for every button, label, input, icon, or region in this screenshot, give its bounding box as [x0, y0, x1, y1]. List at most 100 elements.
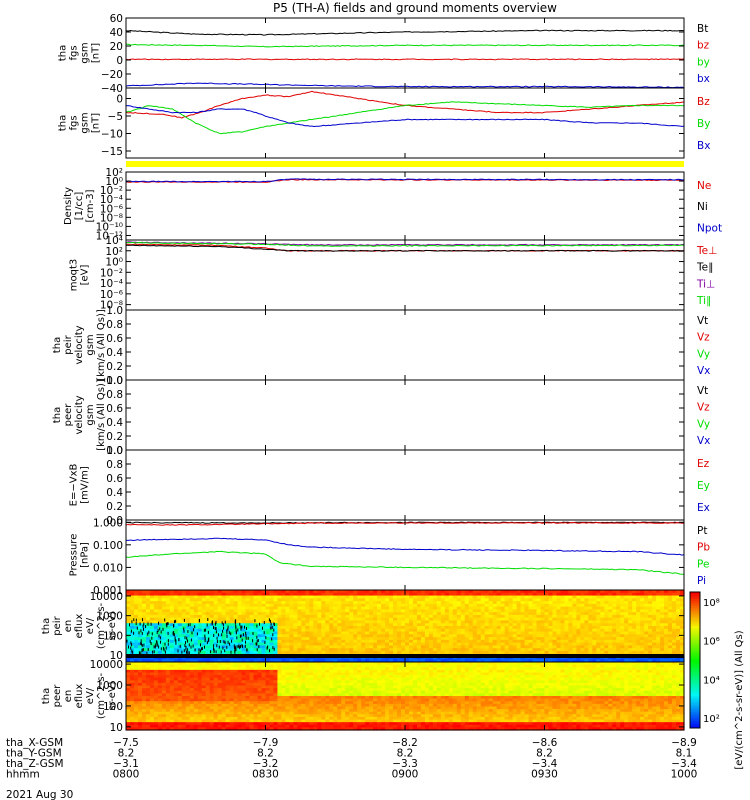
spectrogram-cell — [512, 606, 518, 610]
spectrogram-cell — [648, 645, 653, 649]
spectrogram-cell — [680, 634, 685, 638]
spectrogram-cell — [209, 645, 215, 649]
spectrogram-cell — [189, 675, 195, 679]
spectrogram-cell — [452, 623, 458, 627]
spectrogram-cell — [149, 634, 155, 638]
spectrogram-cell — [141, 606, 147, 610]
spectrogram-cell — [488, 659, 494, 663]
spectrogram-cell — [305, 631, 310, 635]
spectrogram-cell — [444, 623, 450, 627]
spectrogram-cell — [213, 598, 219, 602]
spectrogram-cell — [173, 590, 179, 594]
spectrogram-cell — [616, 601, 621, 605]
spectrogram-cell — [444, 645, 450, 649]
spectrogram-cell — [233, 706, 239, 710]
spectrogram-cell — [209, 642, 215, 646]
spectrogram-cell — [257, 617, 263, 622]
spectrogram-cell — [137, 603, 143, 608]
spectrogram-cell — [189, 645, 195, 649]
spectrogram-cell — [576, 612, 581, 616]
spectrogram-cell — [504, 626, 510, 630]
spectrogram-cell — [177, 716, 183, 721]
spectrogram-cell — [141, 598, 147, 602]
spectrogram-cell — [636, 612, 641, 616]
legend-entry: Pe — [697, 558, 709, 570]
spectrogram-cell — [588, 642, 593, 646]
spectrogram-cell — [181, 696, 187, 700]
spectrogram-cell — [632, 620, 637, 624]
spectrogram-cell — [528, 606, 534, 610]
spectrogram-cell — [528, 628, 534, 633]
spectrogram-cell — [177, 727, 183, 731]
spectrogram-cell — [201, 682, 207, 687]
spectrogram-cell — [564, 590, 570, 594]
spectrogram-cell — [676, 590, 681, 594]
spectrogram-cell — [444, 590, 450, 594]
spectrogram-cell — [532, 626, 538, 630]
spectrogram-cell — [668, 637, 673, 641]
spectrogram-cell — [129, 675, 135, 679]
spectrogram-cell — [349, 590, 354, 594]
spectrogram-cell — [596, 609, 601, 613]
spectrogram-cell — [416, 631, 422, 635]
spectrogram-cell — [620, 609, 625, 613]
spectrogram-cell — [353, 628, 358, 633]
spectrogram-cell — [277, 637, 283, 641]
spectrogram-cell — [221, 719, 227, 723]
spectrogram-cell — [197, 680, 203, 684]
spectrogram-cell — [556, 609, 562, 613]
spectrogram-cell — [161, 650, 167, 655]
spectrogram-cell — [261, 601, 267, 605]
spectrogram-cell — [468, 620, 474, 624]
spectrogram-cell — [185, 614, 191, 619]
y-tick-label: 10000 — [90, 591, 123, 603]
spectrogram-cell — [141, 662, 147, 666]
spectrogram-cell — [293, 626, 298, 630]
spectrogram-cell — [405, 650, 410, 655]
spectrogram-cell — [405, 639, 410, 644]
spectrogram-cell — [640, 650, 645, 655]
spectrogram-cell — [337, 590, 342, 594]
spectrogram-cell — [197, 703, 203, 708]
spectrogram-cell — [397, 609, 402, 613]
spectrogram-cell — [357, 634, 362, 638]
spectrogram-cell — [373, 626, 378, 630]
spectrogram-cell — [313, 659, 318, 663]
spectrogram-cell — [261, 648, 267, 652]
spectrogram-cell — [221, 669, 227, 674]
spectrogram-cell — [620, 598, 625, 602]
spectrogram-cell — [229, 716, 235, 721]
spectrogram-cell — [265, 620, 271, 624]
spectrogram-cell — [345, 612, 350, 616]
spectrogram-cell — [588, 606, 593, 610]
spectrogram-cell — [365, 598, 370, 602]
spectrogram-cell — [353, 659, 358, 663]
spectrogram-cell — [229, 612, 235, 616]
spectrogram-cell — [129, 693, 135, 697]
spectrogram-cell — [233, 606, 239, 610]
spectrogram-cell — [141, 693, 147, 697]
spectrogram-cell — [133, 714, 139, 718]
spectrogram-cell — [405, 609, 410, 613]
spectrogram-cell — [393, 598, 398, 602]
spectrogram-cell — [385, 606, 390, 610]
spectrogram-cell — [584, 592, 589, 597]
spectrogram-cell — [181, 682, 187, 687]
spectrogram-cell — [440, 634, 446, 638]
spectrogram-cell — [432, 601, 438, 605]
spectrogram-cell — [185, 698, 191, 702]
spectrogram-cell — [173, 592, 179, 597]
spectrogram-cell — [157, 664, 163, 668]
spectrogram-cell — [133, 685, 139, 689]
spectrogram-cell — [337, 614, 342, 619]
noise-speck — [131, 620, 133, 624]
spectrogram-cell — [229, 709, 235, 713]
spectrogram-cell — [333, 598, 338, 602]
noise-speck — [183, 629, 185, 633]
spectrogram-cell — [600, 648, 605, 652]
spectrogram-cell — [349, 656, 354, 660]
spectrogram-cell — [225, 682, 231, 687]
spectrogram-cell — [580, 601, 585, 605]
y-axis-label-line: gsm — [85, 404, 96, 425]
spectrogram-cell — [185, 595, 191, 599]
